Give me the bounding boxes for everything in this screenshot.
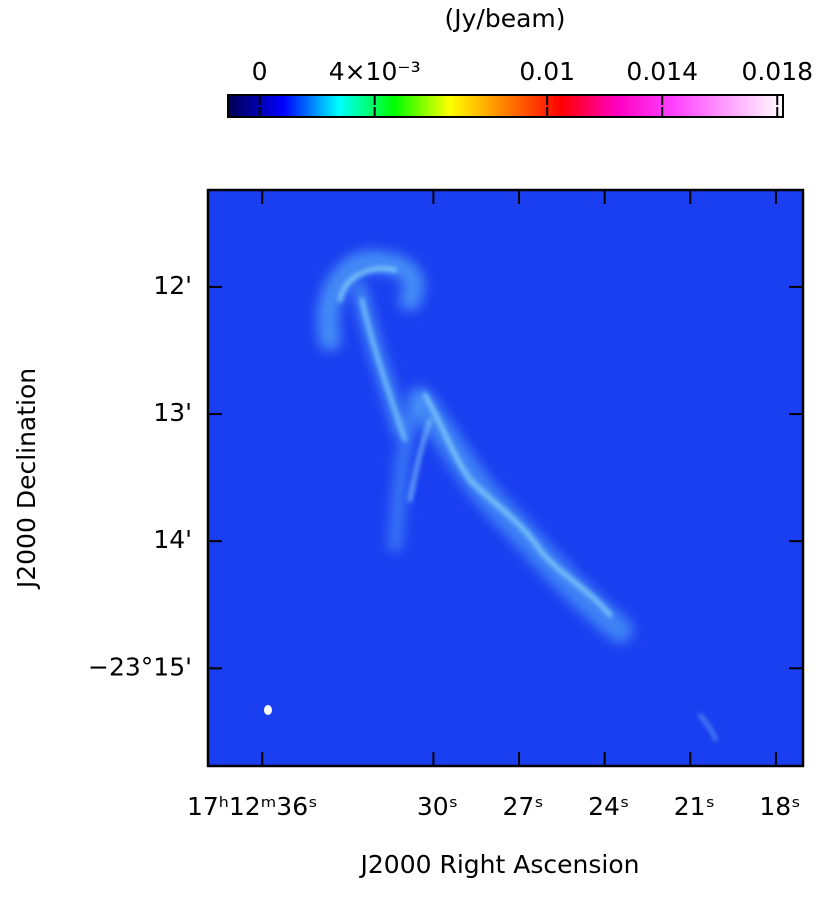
colorbar-tick-label: 4×10⁻³ [329,57,421,86]
x-tick-label: 21ˢ [674,792,715,821]
image-background [208,190,803,766]
x-axis-label: J2000 Right Ascension [359,850,640,879]
y-tick-label: 12' [153,271,192,300]
emission [264,250,718,742]
colorbar-label: (Jy/beam) [444,4,565,33]
x-tick-label: 18ˢ [759,792,800,821]
colorbar-tick-label: 0.014 [626,57,698,86]
colorbar-tick-label: 0.01 [519,57,575,86]
beam [264,705,272,715]
frame [206,188,805,768]
x-tick-label: 24ˢ [588,792,629,821]
colorbar-tick-label: 0.018 [741,57,813,86]
colorbar [227,94,784,118]
y-tick-label: 13' [153,398,192,427]
x-tick-label: 17ʰ12ᵐ36ˢ [187,792,317,821]
y-tick-label: −23°15' [88,652,192,681]
y-tick-label: 14' [153,525,192,554]
x-tick-label: 27ˢ [502,792,543,821]
y-axis-label: J2000 Declination [12,368,41,590]
x-tick-label: 30ˢ [417,792,458,821]
colorbar-tick-label: 0 [252,57,268,86]
